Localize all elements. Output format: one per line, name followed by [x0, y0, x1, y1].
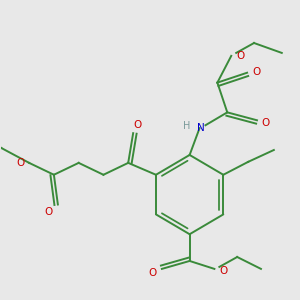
- Text: N: N: [197, 123, 204, 133]
- Text: O: O: [149, 268, 157, 278]
- Text: O: O: [262, 118, 270, 128]
- Text: O: O: [133, 120, 141, 130]
- Text: O: O: [16, 158, 24, 168]
- Text: O: O: [45, 207, 53, 218]
- Text: H: H: [183, 121, 190, 131]
- Text: O: O: [236, 51, 244, 61]
- Text: O: O: [252, 67, 260, 77]
- Text: O: O: [219, 266, 227, 276]
